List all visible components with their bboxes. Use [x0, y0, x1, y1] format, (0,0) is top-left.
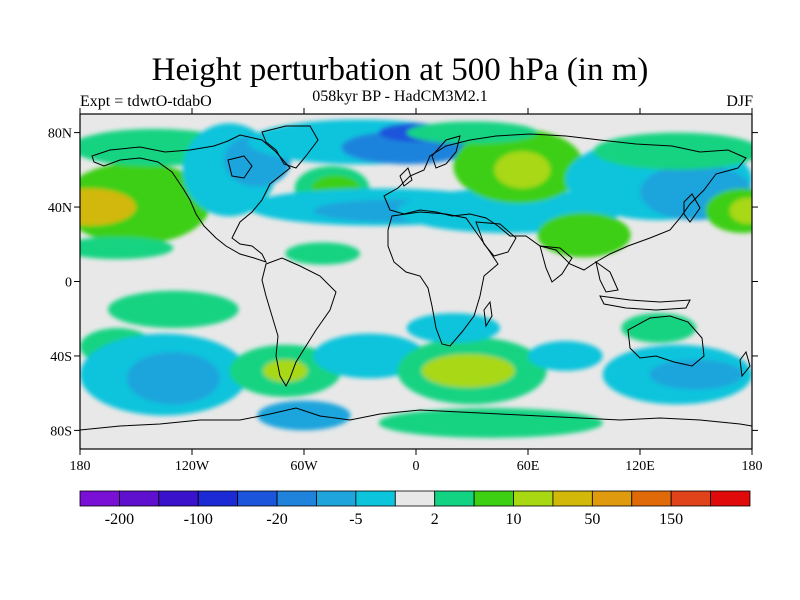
anomaly-blob: [107, 290, 239, 329]
anomaly-blob: [537, 212, 631, 258]
anomaly-blob: [285, 242, 360, 265]
colorbar-label: 150: [659, 511, 683, 528]
lon-tick-label: 120E: [625, 459, 655, 474]
anomaly-blob: [649, 359, 743, 390]
colorbar-label: 50: [584, 511, 600, 528]
lon-tick-label: 180: [742, 459, 763, 474]
colorbar-swatch: [434, 490, 475, 507]
coastline-new-zealand: [739, 350, 751, 378]
lon-tick-label: 60E: [517, 459, 540, 474]
lat-tick-label: 40N: [48, 201, 72, 216]
lon-tick-label: 60W: [290, 459, 318, 474]
lon-tick-label: 120W: [175, 459, 210, 474]
colorbar-swatch: [316, 490, 357, 507]
colorbar-label: -200: [105, 511, 134, 528]
season-label: DJF: [726, 93, 753, 110]
colorbar-swatch: [710, 490, 751, 507]
coastline-madagascar: [483, 300, 493, 328]
coastline-arabia: [475, 221, 517, 257]
coastline-hudson-bay: [227, 155, 253, 179]
colorbar-swatch: [237, 490, 278, 507]
coastline-japan: [683, 193, 701, 223]
coastline-india: [539, 245, 573, 283]
anomaly-blob: [126, 352, 220, 405]
chart-subtitle: 058kyr BP - HadCM3M2.1: [312, 88, 488, 105]
coastline-british-isles: [399, 167, 413, 187]
colorbar-swatch: [355, 490, 396, 507]
colorbar-label: -20: [266, 511, 287, 528]
colorbar-swatch: [79, 490, 120, 507]
coastline-south-america: [261, 257, 337, 388]
anomaly-blob: [406, 313, 501, 343]
colorbar: -200 -100 -20 -5 2 10 50 150: [79, 490, 751, 528]
anomaly-blob: [729, 197, 752, 224]
lat-tick-label: 40S: [50, 350, 72, 365]
lat-tick-label: 0: [65, 276, 72, 291]
lon-tick-label: 180: [70, 459, 91, 474]
colorbar-label: 10: [506, 511, 522, 528]
colorbar-swatch: [513, 490, 554, 507]
colorbar-swatch: [473, 490, 514, 507]
coastline-indonesia: [599, 295, 691, 311]
colorbar-swatch: [552, 490, 593, 507]
coastline-antarctica: [80, 407, 752, 431]
anomaly-blob: [406, 121, 538, 144]
coastline-north-america: [91, 134, 291, 263]
colorbar-swatch: [670, 490, 711, 507]
colorbar-label: 2: [431, 511, 439, 528]
coastline-scandinavia: [431, 135, 461, 169]
experiment-label: Expt = tdwtO-tdabO: [80, 93, 212, 110]
anomaly-blob: [528, 341, 603, 371]
lat-tick-label: 80S: [50, 424, 72, 439]
anomaly-blob: [257, 400, 351, 431]
lon-tick-label: 0: [413, 459, 420, 474]
colorbar-swatch: [197, 490, 239, 507]
coastline-greenland: [261, 125, 319, 169]
anomaly-blob: [494, 151, 551, 189]
lat-tick-label: 80N: [48, 127, 72, 142]
coastlines: [80, 125, 752, 431]
anomaly-blob: [80, 188, 136, 226]
coastline-southeast-asia: [595, 260, 619, 293]
anomaly-blob: [262, 359, 308, 383]
anomaly-blob: [421, 354, 515, 388]
colorbar-label: -5: [349, 511, 362, 528]
anomaly-blob: [621, 313, 697, 343]
coastline-africa: [387, 211, 499, 347]
colorbar-swatch: [591, 490, 633, 507]
colorbar-swatch: [631, 490, 672, 507]
chart-title: Height perturbation at 500 hPa (in m): [151, 52, 649, 88]
anomaly-blob: [80, 162, 211, 245]
colorbar-label: -100: [184, 511, 213, 528]
anomaly-fields: [80, 119, 752, 438]
anomaly-blob: [313, 333, 426, 379]
anomaly-blob: [593, 132, 752, 170]
colorbar-swatch: [394, 490, 436, 507]
anomaly-blob: [378, 408, 603, 438]
colorbar-swatch: [158, 490, 199, 507]
map-axes: 80N 40N 0 40S 80S 180 120W 60W 0 60E 120E 180: [48, 108, 763, 474]
coastline-australia: [627, 315, 705, 367]
anomaly-blob: [80, 236, 174, 260]
colorbar-swatch: [276, 490, 317, 507]
colorbar-swatch: [119, 490, 160, 507]
